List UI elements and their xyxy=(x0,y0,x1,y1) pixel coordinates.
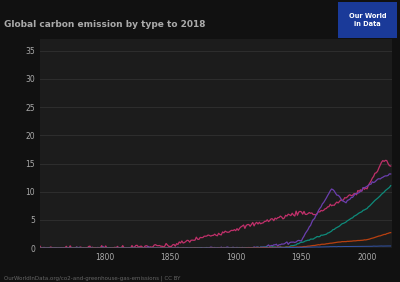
Text: Our World
in Data: Our World in Data xyxy=(349,13,386,27)
Text: OurWorldInData.org/co2-and-greenhouse-gas-emissions | CC BY: OurWorldInData.org/co2-and-greenhouse-ga… xyxy=(4,275,180,281)
Text: Global carbon emission by type to 2018: Global carbon emission by type to 2018 xyxy=(4,20,206,29)
